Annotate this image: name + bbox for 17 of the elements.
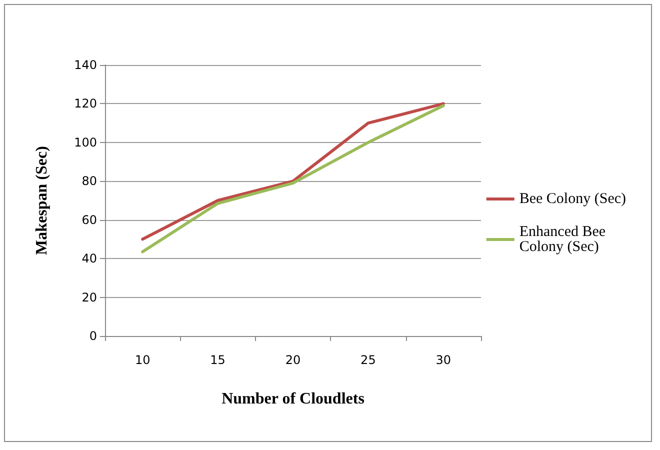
x-axis-title: Number of Cloudlets bbox=[222, 390, 364, 408]
x-tick-label: 20 bbox=[285, 353, 301, 367]
y-tick-label: 20 bbox=[82, 290, 97, 304]
y-axis-title: Makespan (Sec) bbox=[34, 146, 50, 255]
x-tick-label: 10 bbox=[134, 353, 150, 367]
x-tick-label: 15 bbox=[210, 353, 226, 367]
x-tick-label: 25 bbox=[360, 353, 376, 367]
y-tick-label: 40 bbox=[82, 252, 97, 266]
y-tick-label: 60 bbox=[82, 212, 97, 227]
y-tick-label: 120 bbox=[74, 96, 97, 111]
x-tick-label: 30 bbox=[436, 353, 452, 367]
y-tick-label: 140 bbox=[74, 58, 97, 72]
y-tick-label: 80 bbox=[82, 174, 97, 188]
y-tick-label: 0 bbox=[89, 329, 97, 343]
legend-label: Bee Colony (Sec) bbox=[519, 191, 626, 207]
y-tick-label: 100 bbox=[74, 135, 97, 150]
legend-label: Enhanced Bee Colony (Sec) bbox=[519, 224, 610, 255]
